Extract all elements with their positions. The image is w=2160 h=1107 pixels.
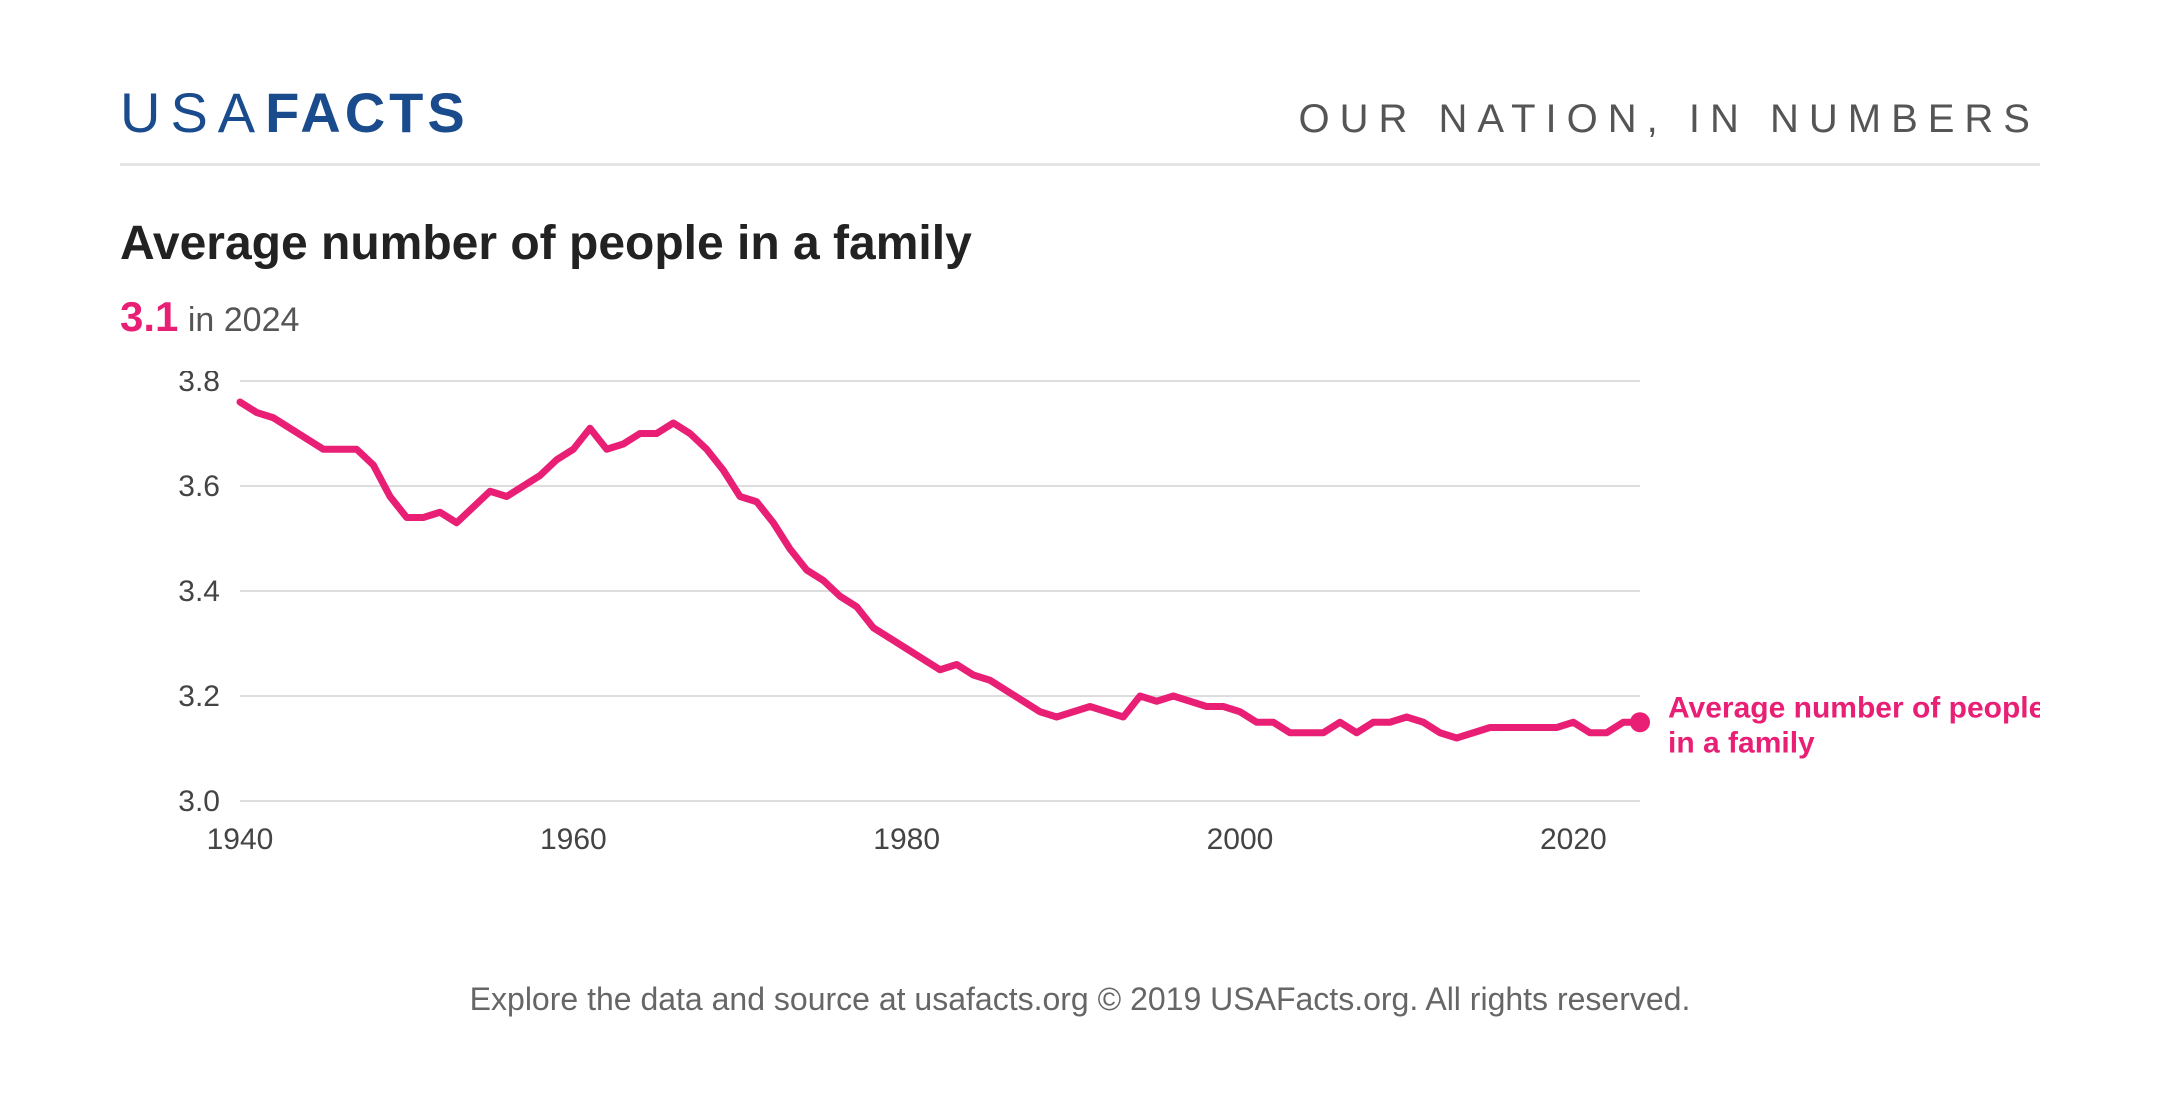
svg-text:1960: 1960 — [540, 823, 607, 856]
svg-text:3.2: 3.2 — [178, 680, 220, 713]
logo-thin: USA — [120, 81, 265, 144]
line-chart: 3.0 3.2 3.4 3.6 3.8 1940 1960 1980 2000 2020 Avera… — [120, 371, 2040, 891]
header: USAFACTS OUR NATION, IN NUMBERS — [120, 80, 2040, 166]
svg-text:2000: 2000 — [1207, 823, 1274, 856]
logo-bold: FACTS — [265, 81, 469, 144]
tagline: OUR NATION, IN NUMBERS — [1298, 97, 2040, 142]
svg-text:Average number of people: Average number of people — [1668, 691, 2040, 724]
svg-text:1940: 1940 — [207, 823, 274, 856]
stat-line: 3.1 in 2024 — [120, 293, 2040, 341]
svg-text:in a family: in a family — [1668, 726, 1815, 759]
svg-text:3.0: 3.0 — [178, 785, 220, 818]
svg-text:2020: 2020 — [1540, 823, 1607, 856]
stat-value: 3.1 — [120, 293, 178, 340]
svg-text:3.4: 3.4 — [178, 575, 220, 608]
svg-text:3.8: 3.8 — [178, 371, 220, 398]
chart-title: Average number of people in a family — [120, 216, 2040, 271]
stat-context: in 2024 — [188, 301, 300, 339]
logo: USAFACTS — [120, 80, 469, 145]
footer-text: Explore the data and source at usafacts.… — [120, 981, 2040, 1018]
chart-area: 3.0 3.2 3.4 3.6 3.8 1940 1960 1980 2000 2020 Avera… — [120, 371, 2040, 891]
svg-text:1980: 1980 — [873, 823, 940, 856]
svg-text:3.6: 3.6 — [178, 470, 220, 503]
